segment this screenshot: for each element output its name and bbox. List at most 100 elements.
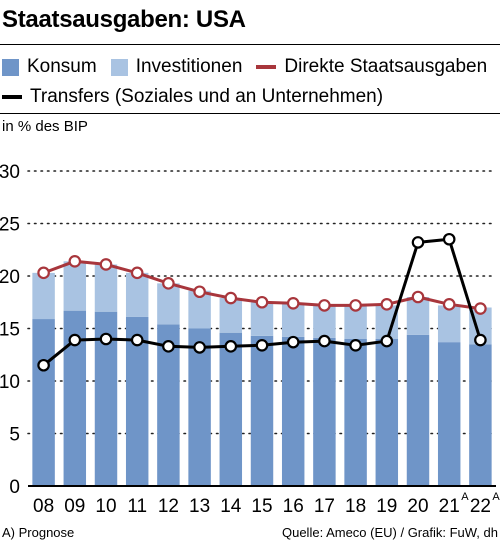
bar-konsum-14 [219,332,243,486]
y-tick-label-30: 30 [0,162,20,183]
bar-konsum-17 [313,337,336,486]
y-tick-label-10: 10 [0,372,20,393]
legend-label-transfers: Transfers (Soziales und an Unternehmen) [30,86,384,107]
legend-row-2: Transfers (Soziales und an Unternehmen) [2,86,397,108]
bar-investitionen-22 [469,307,492,345]
bar-konsum-13 [188,328,211,486]
y-tick-label-15: 15 [0,320,20,341]
point-direkte-10 [99,258,113,271]
x-tick-label-17: 17 [314,496,335,517]
x-tick-superscript-22: A [492,491,500,503]
source-credit: Quelle: Ameco (EU) / Grafik: FuW, dh [281,525,498,540]
point-transfers-17 [318,334,331,348]
bar-investitionen-21 [437,305,461,343]
point-direkte-18 [349,299,362,312]
bar-konsum-11 [125,316,149,486]
x-tick-label-10: 10 [95,496,116,517]
plot-area: 0 5 10 15 20 25 30 08 09 10 11 12 13 14 15 16 17 18 19 20 21… [0,162,500,517]
x-tick-label-09: 09 [64,496,85,517]
point-direkte-16 [286,297,300,310]
bar-investitionen-17 [313,305,336,338]
chart-title: Staatsausgaben: USA [2,6,246,33]
x-tick-label-20: 20 [407,496,428,517]
legend-item-direkte: Direkte Staatsausgaben [256,56,487,78]
bar-konsum-20 [406,334,430,486]
point-transfers-14 [224,340,238,353]
legend-item-investitionen: Investitionen [110,56,243,78]
bar-investitionen-12 [157,283,180,325]
x-tick-label-11: 11 [127,496,147,517]
legend-label-direkte: Direkte Staatsausgaben [284,56,488,77]
point-direkte-22 [474,302,487,315]
bar-konsum-22 [469,344,492,486]
point-transfers-22 [474,333,487,347]
legend-label-investitionen: Investitionen [135,56,243,77]
x-tick-label-08: 08 [33,496,54,517]
point-transfers-11 [130,333,144,347]
point-transfers-15 [255,339,269,352]
bar-konsum-09 [63,310,87,486]
bar-investitionen-18 [344,305,367,339]
point-transfers-18 [349,339,362,352]
point-transfers-20 [411,236,425,249]
x-tick-label-21: 21 [439,496,460,517]
x-tick-label-15: 15 [251,496,272,517]
y-unit-label: in % des BIP [2,118,88,135]
point-direkte-20 [411,290,425,304]
bar-konsum-10 [94,311,118,486]
y-tick-label-25: 25 [0,215,20,236]
point-direkte-13 [193,285,206,299]
point-transfers-21 [442,232,456,246]
legend-item-transfers: Transfers (Soziales und an Unternehmen) [2,86,383,108]
legend-label-konsum: Konsum [27,56,97,77]
x-tick-label-19: 19 [376,496,397,517]
bar-konsum-21 [437,342,461,486]
legend-swatch-direkte [256,65,277,69]
bar-investitionen-15 [250,302,274,336]
y-tick-label-5: 5 [9,425,20,446]
point-transfers-10 [99,332,113,346]
legend-item-konsum: Konsum [2,56,97,78]
bar-investitionen-11 [125,272,149,317]
bar-konsum-15 [250,335,274,486]
x-tick-label-18: 18 [345,496,366,517]
legend-swatch-investitionen [110,58,128,76]
point-direkte-11 [130,266,144,280]
point-direkte-14 [224,291,238,305]
x-tick-label-14: 14 [220,496,242,517]
x-tick-label-12: 12 [158,496,179,517]
point-transfers-12 [162,340,175,353]
point-direkte-12 [162,277,175,290]
point-direkte-09 [68,255,82,268]
bar-investitionen-16 [281,303,305,337]
point-direkte-08 [37,266,50,280]
x-tick-superscript-21: A [461,491,469,503]
point-direkte-19 [380,298,394,311]
footnote: A) Prognose [2,525,75,540]
bar-konsum-18 [344,339,367,486]
title-rule [0,44,500,45]
legend-swatch-konsum [2,58,19,76]
x-tick-label-13: 13 [189,496,210,517]
bar-konsum-19 [375,339,399,486]
legend-swatch-transfers [2,95,22,99]
point-transfers-09 [68,333,82,347]
point-transfers-08 [37,358,50,372]
point-transfers-16 [286,335,300,349]
bar-investitionen-20 [406,297,430,335]
bar-investitionen-08 [32,272,55,320]
point-direkte-17 [318,299,331,312]
y-tick-label-20: 20 [0,267,20,288]
y-tick-label-0: 0 [9,477,20,498]
point-direkte-15 [255,295,269,309]
legend-row-1: Konsum Investitionen Direkte Staatsausga… [2,56,500,78]
bar-investitionen-13 [188,290,211,329]
x-tick-label-16: 16 [283,496,304,517]
legend-rule [0,113,500,114]
bar-investitionen-19 [375,305,399,339]
point-transfers-13 [193,341,206,354]
bar-investitionen-09 [63,261,87,311]
bar-konsum-12 [157,324,180,486]
bar-investitionen-10 [94,264,118,312]
